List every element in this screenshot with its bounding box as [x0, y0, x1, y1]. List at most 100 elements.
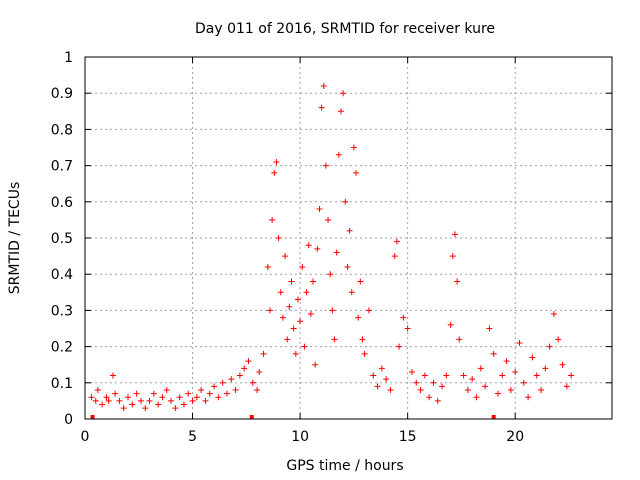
data-point [112, 390, 119, 397]
data-point [279, 314, 286, 321]
data-point [137, 397, 144, 404]
data-point [464, 387, 471, 394]
data-point [163, 387, 170, 394]
ticks-layer: 00.10.20.30.40.50.60.70.80.910 5 10 15 20 [51, 50, 612, 445]
y-tick-label: 0 [64, 412, 73, 428]
data-point [256, 368, 263, 375]
data-point [460, 372, 467, 379]
data-point [469, 376, 476, 383]
data-point [342, 198, 349, 205]
data-point [447, 321, 454, 328]
y-tick-label: 0.4 [51, 267, 73, 283]
data-point [260, 350, 267, 357]
data-point [408, 368, 415, 375]
data-point [236, 372, 243, 379]
data-point [290, 325, 297, 332]
y-tick-label: 0.1 [51, 376, 73, 392]
data-point [477, 365, 484, 372]
data-point [329, 307, 336, 314]
data-point [439, 383, 446, 390]
data-point [159, 394, 166, 401]
data-point [490, 350, 497, 357]
data-point [538, 387, 545, 394]
data-point [312, 361, 319, 368]
data-point [533, 372, 540, 379]
data-point [297, 318, 304, 325]
plot-frame [84, 56, 613, 420]
data-point [456, 336, 463, 343]
data-point [273, 158, 280, 165]
data-point [434, 397, 441, 404]
x-tick-label: 15 [399, 429, 417, 445]
data-point [365, 307, 372, 314]
data-point [103, 394, 110, 401]
data-point [353, 169, 360, 176]
data-point [249, 379, 256, 386]
data-point [413, 379, 420, 386]
data-point [219, 379, 226, 386]
y-tick-label: 1 [64, 50, 73, 66]
data-point [232, 387, 239, 394]
data-point [294, 296, 301, 303]
data-point [168, 397, 175, 404]
data-point [125, 394, 132, 401]
data-point [563, 383, 570, 390]
data-point [92, 397, 99, 404]
data-point [211, 383, 218, 390]
data-point [507, 387, 514, 394]
baseline-marker [249, 415, 254, 419]
data-point [400, 314, 407, 321]
data-point [473, 394, 480, 401]
data-point [286, 303, 293, 310]
markers-layer [90, 415, 496, 419]
data-point [454, 278, 461, 285]
data-point [320, 82, 327, 89]
data-point [275, 235, 282, 241]
x-axis-label: GPS time / hours [286, 458, 403, 474]
data-point [348, 289, 355, 296]
y-tick-label: 0.9 [51, 86, 73, 102]
data-point [241, 365, 248, 372]
data-point [503, 358, 510, 365]
data-point [387, 387, 394, 394]
data-point [180, 401, 187, 408]
data-point [316, 206, 323, 213]
chart-title: Day 011 of 2016, SRMTID for receiver kur… [195, 21, 495, 37]
data-point [266, 307, 273, 314]
data-point [340, 90, 347, 97]
x-tick-label: 10 [291, 429, 309, 445]
data-point [322, 162, 329, 169]
data-point [512, 368, 519, 375]
data-point [344, 263, 351, 270]
data-point [529, 354, 536, 361]
data-point [559, 361, 566, 368]
data-point [357, 278, 364, 285]
data-point [546, 343, 553, 350]
data-point [228, 376, 235, 383]
data-point [417, 387, 424, 394]
data-point [325, 216, 332, 223]
data-point [404, 325, 411, 332]
data-point [520, 379, 527, 386]
data-point [284, 336, 291, 343]
data-point [215, 394, 222, 401]
data-point [568, 372, 575, 379]
data-point [516, 339, 523, 346]
data-point [303, 289, 310, 296]
data-point [486, 325, 493, 332]
data-point [449, 253, 456, 260]
y-tick-label: 0.6 [51, 195, 73, 211]
data-point [393, 238, 400, 245]
y-tick-label: 0.3 [51, 303, 73, 319]
data-point [288, 278, 295, 285]
data-point [150, 390, 157, 397]
data-point [269, 216, 276, 223]
data-point [264, 263, 271, 270]
data-point [525, 394, 532, 401]
data-point [443, 372, 450, 379]
data-point [99, 401, 106, 408]
x-tick-label: 5 [188, 429, 197, 445]
data-point [94, 387, 101, 394]
data-point [277, 289, 284, 296]
